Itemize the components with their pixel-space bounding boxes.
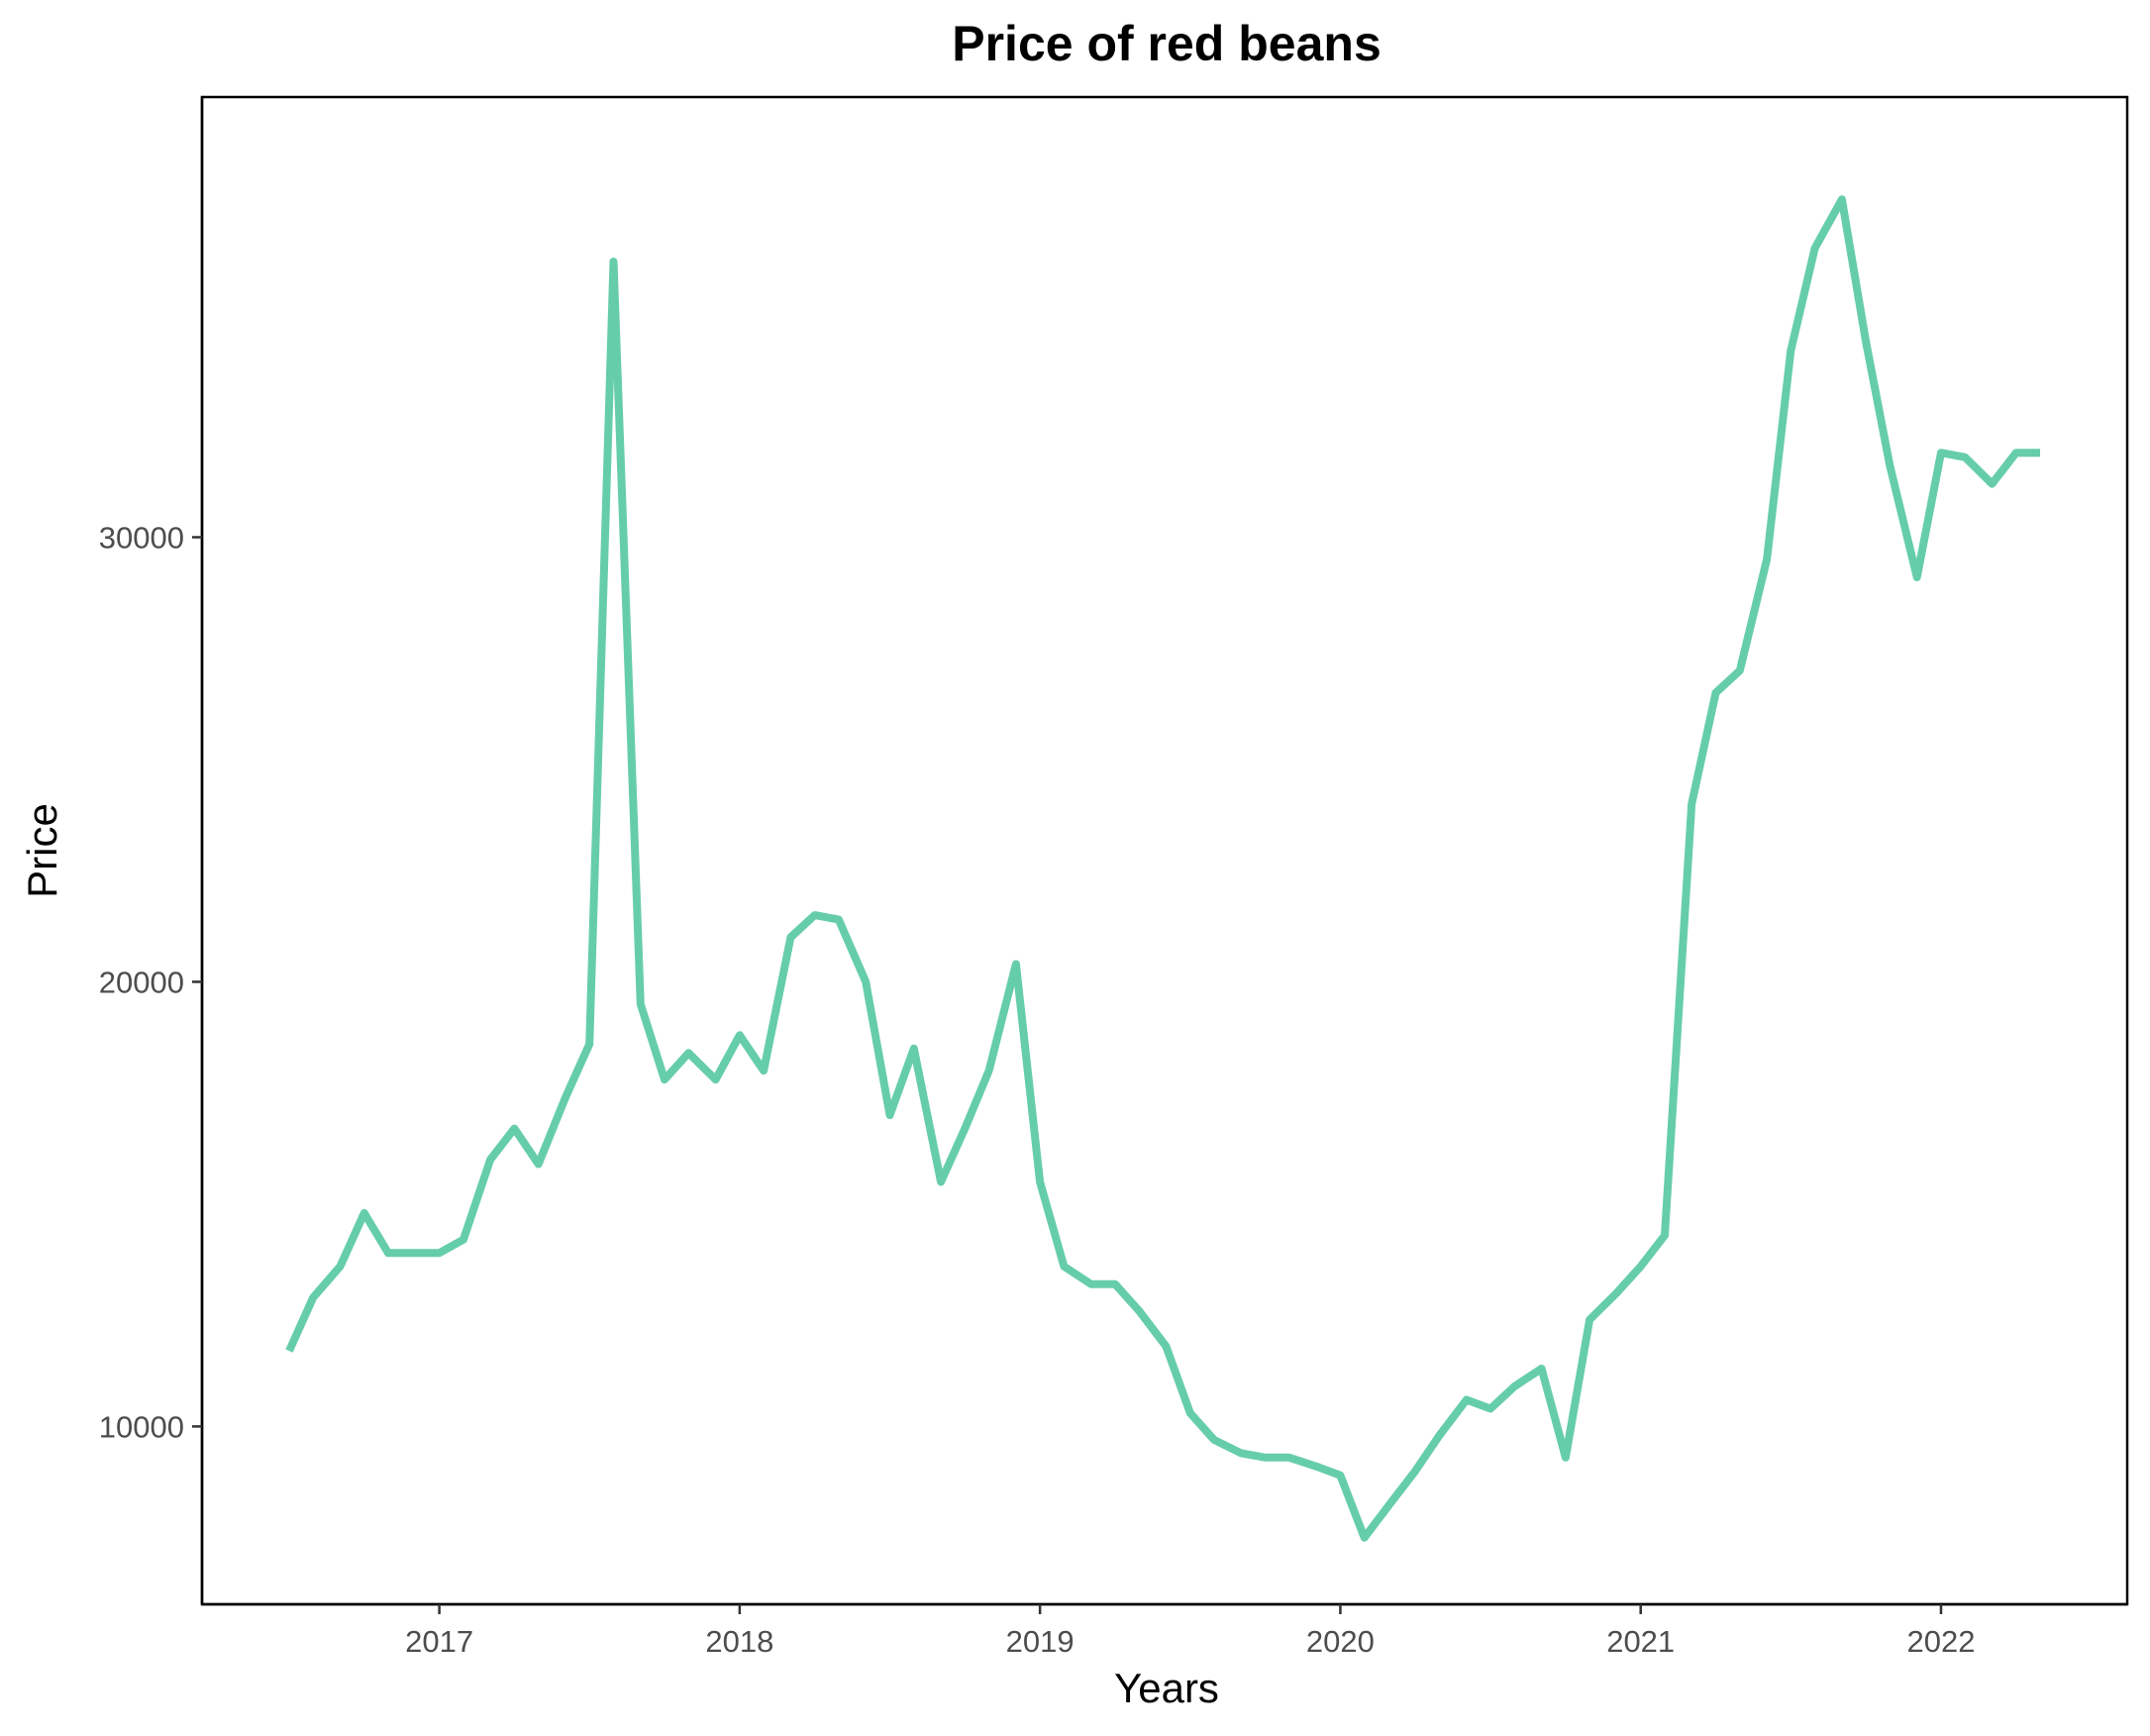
x-axis: 2017 2018 2019 2020 2021 2022 (202, 1602, 2127, 1659)
plot-panel (200, 95, 2129, 1606)
x-tick-label: 2021 (1606, 1624, 1675, 1659)
x-axis-title: Years (1114, 1665, 1219, 1711)
x-tick-label: 2020 (1306, 1624, 1375, 1659)
price-series-line (285, 195, 2040, 1542)
y-axis: 10000 20000 30000 (99, 97, 204, 1604)
chart-title: Price of red beans (952, 16, 1382, 71)
y-axis-title: Price (19, 803, 65, 898)
x-tick-label: 2022 (1906, 1624, 1975, 1659)
x-tick-label: 2017 (405, 1624, 473, 1659)
x-tick-label: 2018 (705, 1624, 773, 1659)
y-tick-label: 30000 (99, 520, 184, 555)
y-tick-label: 20000 (99, 965, 184, 999)
y-tick-label: 10000 (99, 1409, 184, 1444)
x-tick-label: 2019 (1006, 1624, 1075, 1659)
